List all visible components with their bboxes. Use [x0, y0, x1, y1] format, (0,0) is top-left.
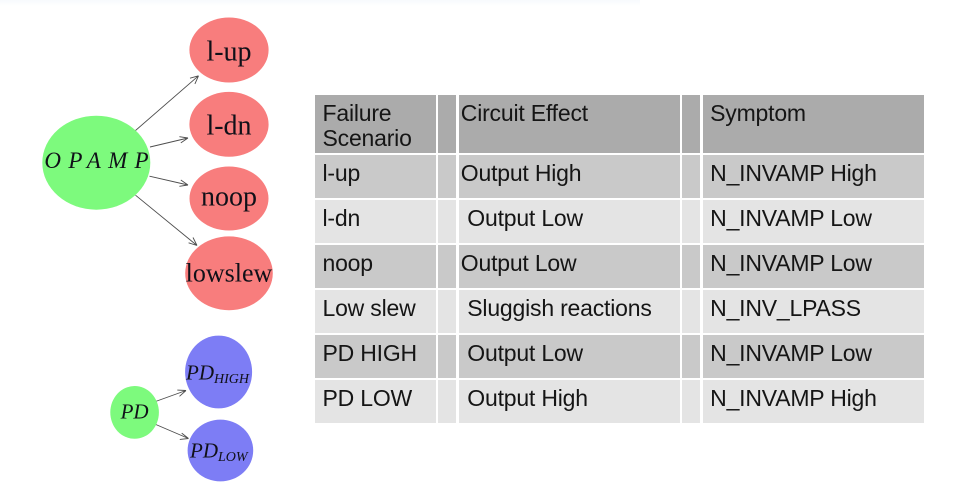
svg-text:lowslew: lowslew: [186, 259, 273, 288]
svg-text:l-up: l-up: [206, 36, 251, 67]
svg-text:PD: PD: [120, 400, 149, 424]
svg-text:noop: noop: [201, 182, 257, 213]
svg-text:l-dn: l-dn: [206, 110, 251, 141]
svg-text:OPAMP: OPAMP: [44, 148, 155, 173]
